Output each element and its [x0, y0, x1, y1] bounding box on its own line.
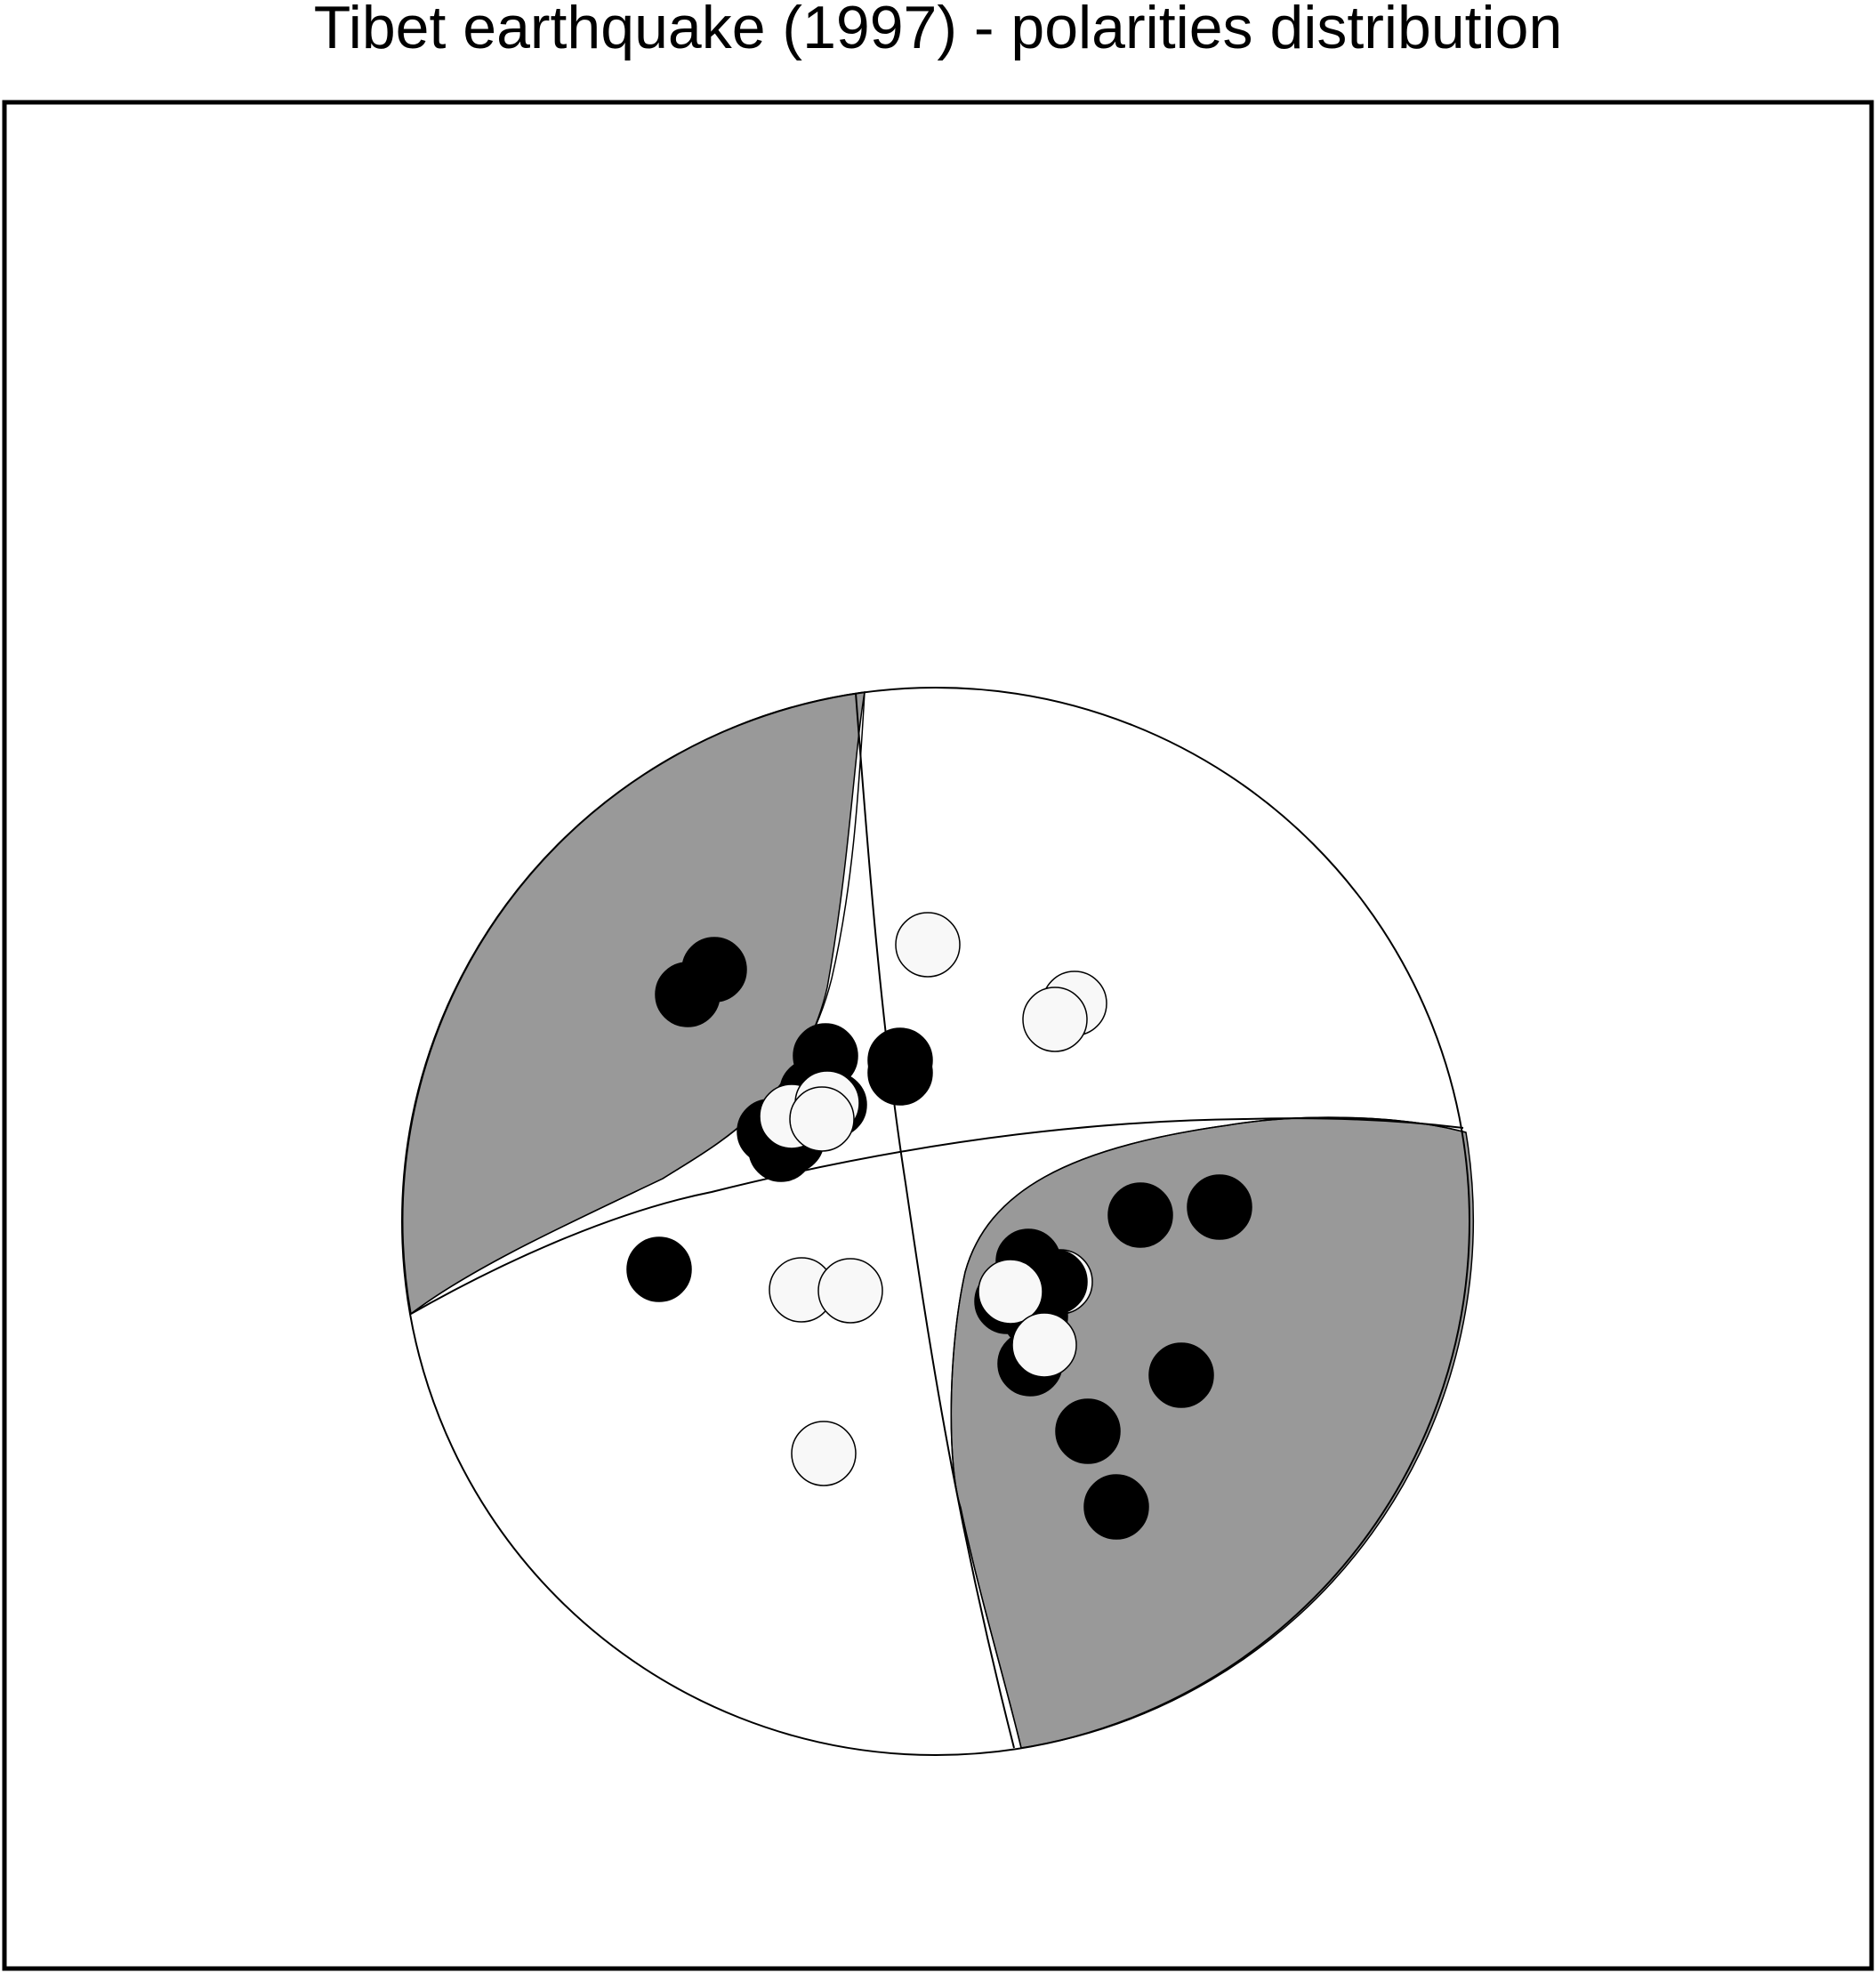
dilatation-marker [1023, 987, 1087, 1051]
dilatation-marker [1012, 1313, 1076, 1377]
dilatation-marker [978, 1260, 1043, 1324]
compression-marker [1108, 1183, 1172, 1247]
compression-marker [1084, 1475, 1148, 1539]
dilatation-marker [896, 913, 960, 977]
compression-marker [1149, 1343, 1213, 1407]
dilatation-marker [818, 1259, 882, 1323]
compression-marker [868, 1041, 932, 1105]
compression-marker [656, 962, 720, 1027]
compression-marker [1056, 1399, 1120, 1463]
compression-marker [627, 1237, 691, 1301]
compression-marker [1188, 1175, 1252, 1239]
dilatation-marker [792, 1421, 856, 1486]
dilatation-marker [790, 1087, 854, 1151]
